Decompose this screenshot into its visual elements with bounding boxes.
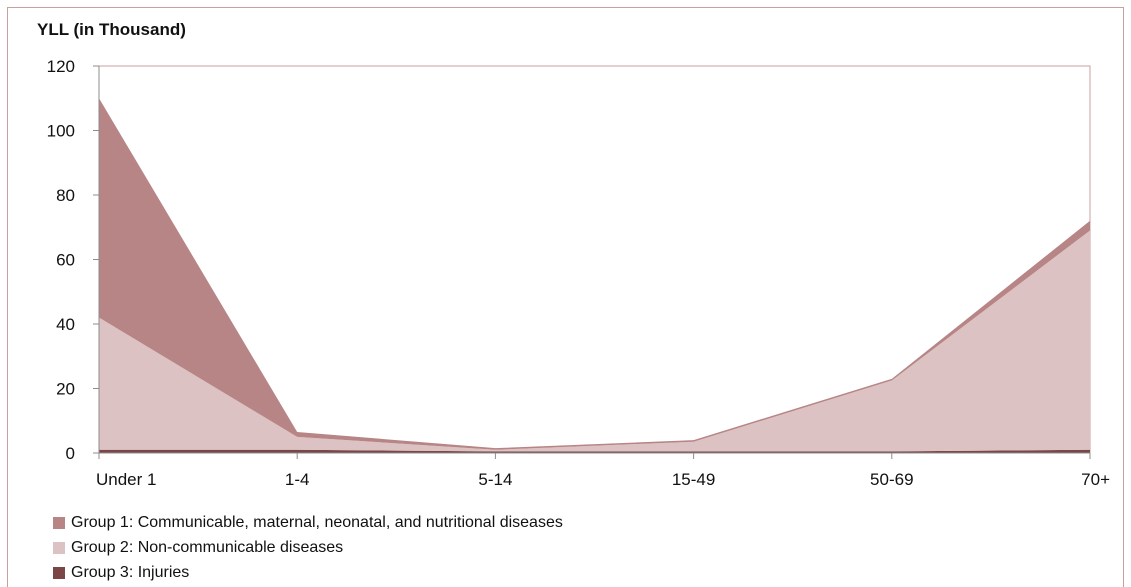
legend-label-group-3: Group 3: Injuries <box>71 563 190 581</box>
legend-item-group-2: Group 2: Non-communicable diseases <box>53 535 563 560</box>
legend-swatch-group-3 <box>53 566 65 579</box>
y-tick-label: 60 <box>56 251 75 270</box>
x-tick-label: 5-14 <box>478 470 512 489</box>
y-tick-label: 0 <box>66 444 75 463</box>
y-tick-label: 40 <box>56 315 75 334</box>
chart-plot: 0 20 40 60 80 100 120 Under 1 1-4 5-14 15-49 50-69 7… <box>47 57 1110 489</box>
x-tick-label: 1-4 <box>285 470 310 489</box>
x-tick-label: Under 1 <box>96 470 156 489</box>
y-tick-label: 100 <box>47 122 75 141</box>
legend-item-group-3: Group 3: Injuries <box>53 560 563 585</box>
y-tick-label: 80 <box>56 186 75 205</box>
legend-item-group-1: Group 1: Communicable, maternal, neonata… <box>53 510 563 535</box>
x-tick-label: 70+ <box>1081 470 1110 489</box>
legend-label-group-1: Group 1: Communicable, maternal, neonata… <box>71 513 563 531</box>
legend: Group 1: Communicable, maternal, neonata… <box>53 510 563 585</box>
x-tick-label: 15-49 <box>672 470 715 489</box>
y-tick-label: 20 <box>56 380 75 399</box>
area-series-2 <box>99 230 1090 452</box>
legend-label-group-2: Group 2: Non-communicable diseases <box>71 538 344 556</box>
y-axis-title: YLL (in Thousand) <box>37 20 186 39</box>
legend-swatch-group-2 <box>53 541 65 554</box>
chart-frame <box>7 7 1124 587</box>
x-tick-label: 50-69 <box>870 470 913 489</box>
y-tick-label: 120 <box>47 57 75 76</box>
legend-swatch-group-1 <box>53 516 65 529</box>
